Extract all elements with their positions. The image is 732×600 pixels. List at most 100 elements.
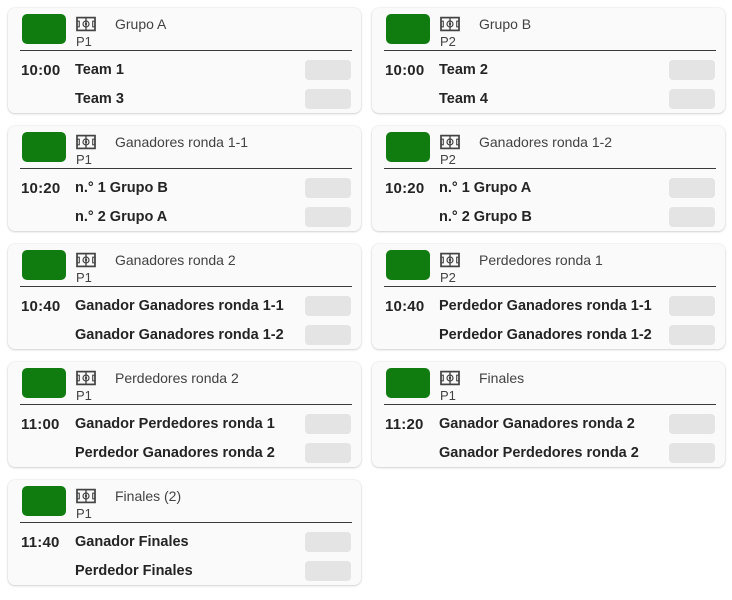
team-name: Team 1 (75, 62, 124, 78)
match-row: Ganador Perdedores ronda 2 (385, 439, 715, 467)
score-input[interactable] (305, 532, 351, 552)
match-card-grid: Grupo A P1 10:00 Team 1 Team 3 (8, 8, 725, 585)
score-input[interactable] (669, 60, 715, 80)
match-rows: 10:20 n.° 1 Grupo A n.° 2 Grupo B (372, 169, 725, 231)
card-title: Perdedores ronda 2 (115, 369, 239, 386)
match-card[interactable]: Grupo B P2 10:00 Team 2 Team 4 (372, 8, 725, 113)
football-pitch-icon (440, 252, 460, 268)
team-name: Ganador Ganadores ronda 2 (439, 416, 635, 432)
match-time: 10:20 (385, 179, 425, 197)
team-name: n.° 2 Grupo A (75, 209, 168, 225)
card-title: Ganadores ronda 1-1 (115, 133, 249, 150)
football-pitch-icon (440, 16, 460, 32)
card-title: Ganadores ronda 1-2 (479, 133, 613, 150)
match-row: 10:00 Team 1 (21, 56, 351, 84)
team-color-flag (22, 486, 66, 516)
card-title: Grupo A (115, 15, 167, 32)
header-text: Ganadores ronda 1-2 P2 (440, 132, 613, 168)
match-row: n.° 2 Grupo A (21, 203, 351, 231)
header-text: Finales (2) P1 (76, 486, 181, 522)
score-input[interactable] (305, 561, 351, 581)
score-input[interactable] (305, 443, 351, 463)
header-divider (384, 404, 716, 405)
title-row: Finales (2) (76, 487, 181, 504)
card-header: Ganadores ronda 2 P1 (8, 244, 361, 285)
score-input[interactable] (669, 296, 715, 316)
card-header: Ganadores ronda 1-1 P1 (8, 126, 361, 167)
header-text: Ganadores ronda 2 P1 (76, 250, 236, 286)
match-row: n.° 2 Grupo B (385, 203, 715, 231)
card-header: Finales P1 (372, 362, 725, 403)
match-row: 10:40 Perdedor Ganadores ronda 1-1 (385, 292, 715, 320)
score-input[interactable] (305, 89, 351, 109)
team-name: Team 2 (439, 62, 488, 78)
header-divider (20, 168, 352, 169)
team-name: n.° 2 Grupo B (439, 209, 532, 225)
match-rows: 11:40 Ganador Finales Perdedor Finales (8, 523, 361, 585)
match-card[interactable]: Finales (2) P1 11:40 Ganador Finales Per… (8, 480, 361, 585)
match-card[interactable]: Perdedores ronda 2 P1 11:00 Ganador Perd… (8, 362, 361, 467)
pitch-label: P1 (76, 152, 92, 167)
pitch-label: P1 (76, 506, 92, 521)
match-time: 11:20 (385, 415, 424, 433)
card-header: Ganadores ronda 1-2 P2 (372, 126, 725, 167)
score-input[interactable] (305, 296, 351, 316)
team-color-flag (22, 132, 66, 162)
score-input[interactable] (669, 325, 715, 345)
pitch-label: P1 (76, 270, 92, 285)
score-input[interactable] (669, 178, 715, 198)
team-color-flag (22, 250, 66, 280)
team-name: Perdedor Ganadores ronda 1-2 (439, 327, 652, 343)
match-time: 10:40 (21, 297, 61, 315)
football-pitch-icon (76, 252, 96, 268)
match-row: 11:20 Ganador Ganadores ronda 2 (385, 410, 715, 438)
pitch-label: P1 (76, 388, 92, 403)
match-row: 10:20 n.° 1 Grupo B (21, 174, 351, 202)
score-input[interactable] (305, 60, 351, 80)
pitch-label: P1 (440, 388, 456, 403)
score-input[interactable] (669, 207, 715, 227)
pitch-label: P2 (440, 34, 456, 49)
football-pitch-icon (76, 16, 96, 32)
score-input[interactable] (305, 207, 351, 227)
title-row: Perdedores ronda 2 (76, 369, 239, 386)
match-row: 10:40 Ganador Ganadores ronda 1-1 (21, 292, 351, 320)
team-name: n.° 1 Grupo B (75, 180, 168, 196)
match-card[interactable]: Grupo A P1 10:00 Team 1 Team 3 (8, 8, 361, 113)
match-time: 10:20 (21, 179, 61, 197)
card-title: Finales (479, 369, 525, 386)
header-text: Grupo B P2 (440, 14, 531, 50)
score-input[interactable] (669, 414, 715, 434)
match-rows: 10:00 Team 1 Team 3 (8, 51, 361, 113)
score-input[interactable] (305, 414, 351, 434)
match-card[interactable]: Ganadores ronda 1-2 P2 10:20 n.° 1 Grupo… (372, 126, 725, 231)
title-row: Ganadores ronda 2 (76, 251, 236, 268)
score-input[interactable] (669, 443, 715, 463)
header-divider (20, 50, 352, 51)
match-row: Perdedor Ganadores ronda 1-2 (385, 321, 715, 349)
team-color-flag (22, 14, 66, 44)
title-row: Finales (440, 369, 524, 386)
header-text: Ganadores ronda 1-1 P1 (76, 132, 249, 168)
card-header: Perdedores ronda 1 P2 (372, 244, 725, 285)
match-row: Ganador Ganadores ronda 1-2 (21, 321, 351, 349)
match-row: 11:00 Ganador Perdedores ronda 1 (21, 410, 351, 438)
team-name: Perdedor Ganadores ronda 1-1 (439, 298, 652, 314)
match-card[interactable]: Finales P1 11:20 Ganador Ganadores ronda… (372, 362, 725, 467)
header-divider (384, 50, 716, 51)
header-divider (384, 168, 716, 169)
match-rows: 10:40 Ganador Ganadores ronda 1-1 Ganado… (8, 287, 361, 349)
score-input[interactable] (305, 325, 351, 345)
match-card[interactable]: Ganadores ronda 1-1 P1 10:20 n.° 1 Grupo… (8, 126, 361, 231)
football-pitch-icon (440, 134, 460, 150)
card-title: Perdedores ronda 1 (479, 251, 603, 268)
match-card[interactable]: Perdedores ronda 1 P2 10:40 Perdedor Gan… (372, 244, 725, 349)
team-color-flag (386, 368, 430, 398)
match-time: 10:40 (385, 297, 425, 315)
score-input[interactable] (669, 89, 715, 109)
match-card[interactable]: Ganadores ronda 2 P1 10:40 Ganador Ganad… (8, 244, 361, 349)
team-name: Ganador Ganadores ronda 1-2 (75, 327, 284, 343)
team-name: Team 3 (75, 91, 124, 107)
card-header: Finales (2) P1 (8, 480, 361, 521)
score-input[interactable] (305, 178, 351, 198)
